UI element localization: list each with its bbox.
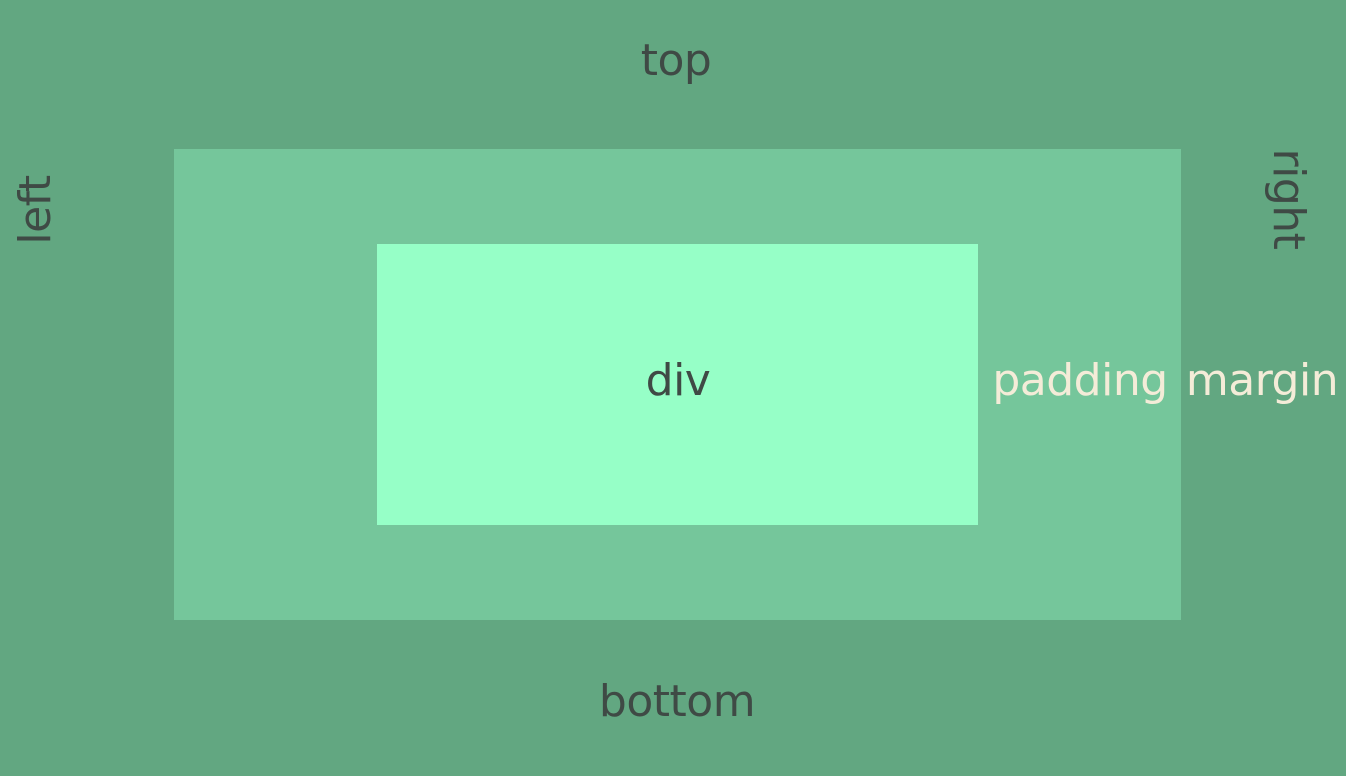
bottom-label: bottom bbox=[598, 676, 756, 727]
margin-label: margin bbox=[1185, 355, 1339, 406]
padding-label: padding bbox=[992, 355, 1168, 406]
right-label: right bbox=[1263, 148, 1314, 250]
content-area bbox=[377, 244, 978, 525]
top-label: top bbox=[640, 35, 712, 86]
content-label: div bbox=[645, 355, 711, 406]
left-label: left bbox=[10, 175, 61, 245]
